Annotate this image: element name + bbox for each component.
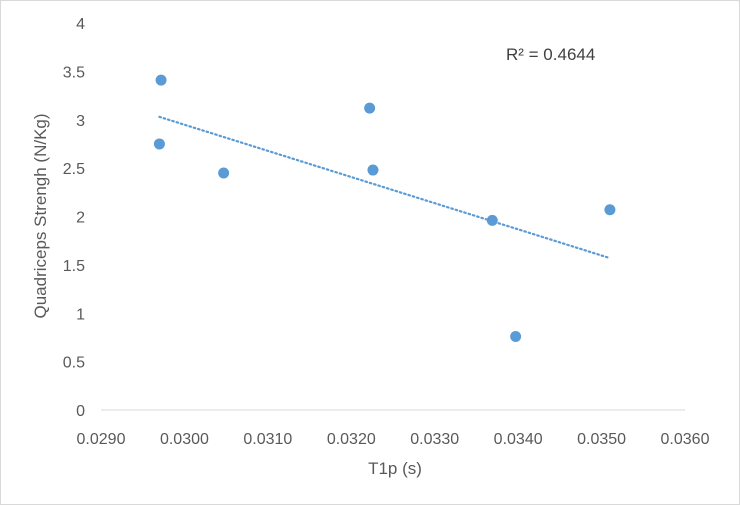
x-tick-label: 0.0300	[160, 431, 209, 448]
r-squared-label: R² = 0.4644	[506, 45, 595, 64]
trendline	[158, 115, 612, 260]
x-tick-label: 0.0330	[410, 431, 459, 448]
data-point	[510, 330, 522, 342]
x-tick-label: 0.0290	[77, 431, 126, 448]
x-tick-label: 0.0320	[327, 431, 376, 448]
x-tick-label: 0.0310	[243, 431, 292, 448]
y-tick-label: 0	[76, 403, 85, 420]
y-tick-label: 3	[76, 113, 85, 130]
data-point	[218, 167, 230, 179]
data-point	[155, 74, 167, 86]
y-axis-title: Quadriceps Strengh (N/Kg)	[31, 113, 50, 318]
data-point	[604, 204, 616, 216]
y-tick-label: 1	[76, 306, 85, 323]
x-tick-label: 0.0350	[577, 431, 626, 448]
y-tick-label: 2	[76, 210, 85, 227]
y-tick-label: 1.5	[63, 258, 85, 275]
x-tick-labels: 0.0290 0.0300 0.0310 0.0320 0.0330 0.0340 0.03…	[77, 431, 710, 448]
y-tick-label: 2.5	[63, 161, 85, 178]
data-point	[364, 102, 376, 114]
y-tick-label: 4	[76, 16, 85, 33]
y-tick-label: 3.5	[63, 64, 85, 81]
data-point	[367, 164, 379, 176]
x-tick-label: 0.0360	[661, 431, 710, 448]
x-tick-label: 0.0340	[494, 431, 543, 448]
data-points	[153, 74, 616, 342]
y-tick-labels: 0 0.5 1 1.5 2 2.5 3 3.5 4	[63, 16, 85, 420]
y-tick-label: 0.5	[63, 355, 85, 372]
x-axis-title: T1p (s)	[368, 459, 422, 478]
data-point	[486, 214, 498, 226]
data-point	[153, 138, 165, 150]
